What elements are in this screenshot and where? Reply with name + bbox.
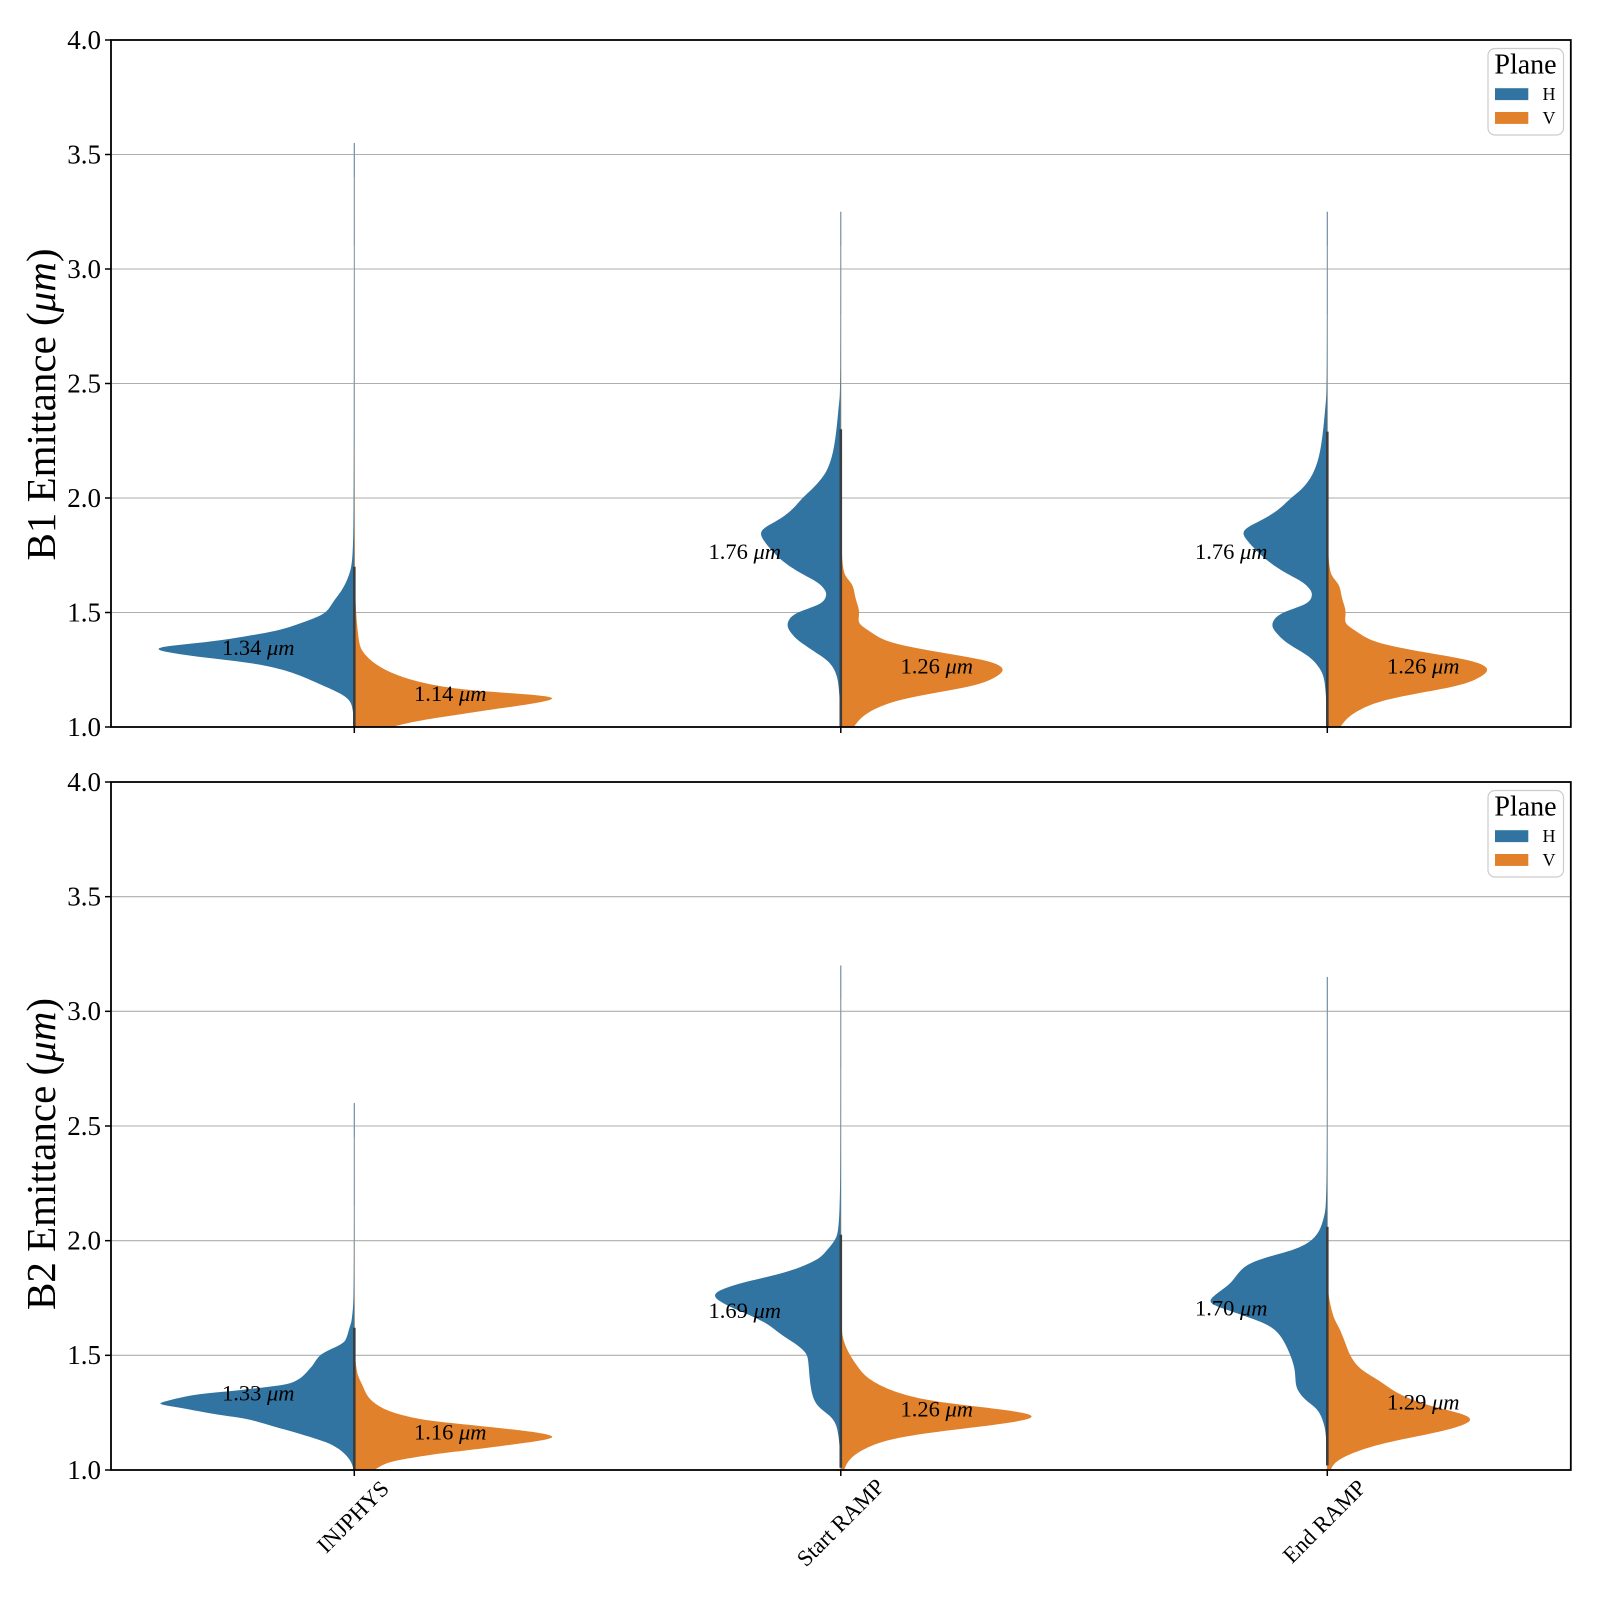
- svg-text:1.14 μm: 1.14 μm: [414, 681, 487, 706]
- svg-text:1.26 μm: 1.26 μm: [901, 654, 974, 679]
- svg-text:1.69 μm: 1.69 μm: [709, 1298, 782, 1323]
- svg-text:1.0: 1.0: [67, 1455, 101, 1485]
- svg-text:1.16 μm: 1.16 μm: [414, 1419, 487, 1444]
- svg-text:1.26 μm: 1.26 μm: [901, 1396, 974, 1421]
- svg-text:Plane: Plane: [1494, 50, 1556, 81]
- svg-text:1.29 μm: 1.29 μm: [1387, 1390, 1460, 1415]
- svg-text:2.5: 2.5: [67, 368, 101, 398]
- svg-text:3.5: 3.5: [67, 139, 101, 169]
- svg-text:2.5: 2.5: [67, 1111, 101, 1141]
- svg-text:1.76 μm: 1.76 μm: [709, 539, 782, 564]
- svg-text:3.0: 3.0: [67, 996, 101, 1026]
- svg-text:1.33 μm: 1.33 μm: [222, 1380, 295, 1405]
- svg-text:H: H: [1543, 84, 1556, 104]
- svg-text:1.76 μm: 1.76 μm: [1195, 539, 1268, 564]
- svg-text:B1 Emittance (μm): B1 Emittance (μm): [18, 248, 64, 560]
- svg-text:V: V: [1543, 108, 1556, 128]
- svg-text:2.0: 2.0: [67, 483, 101, 513]
- svg-text:1.34 μm: 1.34 μm: [222, 635, 295, 660]
- svg-text:3.5: 3.5: [67, 882, 101, 912]
- svg-text:3.0: 3.0: [67, 254, 101, 284]
- svg-text:4.0: 4.0: [67, 25, 101, 55]
- svg-text:2.0: 2.0: [67, 1226, 101, 1256]
- svg-text:4.0: 4.0: [67, 767, 101, 797]
- svg-text:H: H: [1543, 826, 1556, 846]
- svg-text:1.5: 1.5: [67, 1340, 101, 1370]
- svg-text:V: V: [1543, 850, 1556, 870]
- svg-text:1.0: 1.0: [67, 712, 101, 742]
- svg-text:1.26 μm: 1.26 μm: [1387, 654, 1460, 679]
- svg-text:1.5: 1.5: [67, 597, 101, 627]
- svg-text:B2 Emittance (μm): B2 Emittance (μm): [18, 998, 64, 1310]
- svg-text:1.70 μm: 1.70 μm: [1195, 1296, 1268, 1321]
- svg-text:Plane: Plane: [1494, 792, 1556, 823]
